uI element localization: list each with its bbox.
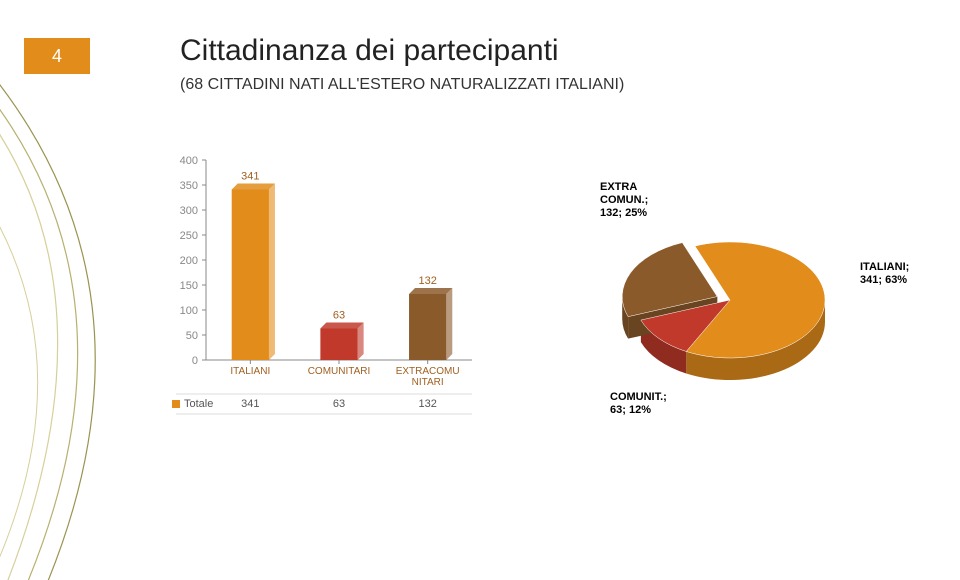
svg-text:132: 132 bbox=[418, 398, 436, 410]
pie-chart: EXTRACOMUN.;132; 25% ITALIANI;341; 63% COM… bbox=[540, 150, 940, 450]
svg-text:132: 132 bbox=[418, 275, 436, 287]
svg-text:63: 63 bbox=[333, 310, 345, 322]
svg-text:341: 341 bbox=[241, 171, 259, 183]
svg-text:ITALIANI;: ITALIANI; bbox=[860, 261, 909, 273]
svg-text:NITARI: NITARI bbox=[412, 377, 444, 388]
svg-text:63: 63 bbox=[333, 398, 345, 410]
svg-text:ITALIANI: ITALIANI bbox=[230, 366, 270, 377]
svg-text:100: 100 bbox=[180, 305, 198, 317]
svg-text:200: 200 bbox=[180, 255, 198, 267]
svg-text:COMUNITARI: COMUNITARI bbox=[308, 366, 371, 377]
slide-subtitle: (68 CITTADINI NATI ALL'ESTERO NATURALIZZ… bbox=[180, 76, 624, 94]
bar-chart: 0 50 100 150 200 250 300 350 400 341 ITALIANI 63 COM… bbox=[160, 150, 480, 450]
svg-text:EXTRACOMU: EXTRACOMU bbox=[396, 366, 460, 377]
slide-title: Cittadinanza dei partecipanti bbox=[180, 34, 559, 68]
page-number-badge: 4 bbox=[24, 38, 90, 74]
svg-text:COMUNIT.;: COMUNIT.; bbox=[610, 391, 667, 403]
svg-text:150: 150 bbox=[180, 280, 198, 292]
svg-text:250: 250 bbox=[180, 230, 198, 242]
svg-text:50: 50 bbox=[186, 330, 198, 342]
svg-text:0: 0 bbox=[192, 355, 198, 367]
svg-text:341; 63%: 341; 63% bbox=[860, 274, 907, 286]
svg-text:Totale: Totale bbox=[184, 398, 213, 410]
svg-text:63; 12%: 63; 12% bbox=[610, 404, 651, 416]
svg-text:300: 300 bbox=[180, 205, 198, 217]
svg-text:400: 400 bbox=[180, 155, 198, 167]
svg-text:EXTRA: EXTRA bbox=[600, 181, 637, 193]
svg-text:COMUN.;: COMUN.; bbox=[600, 194, 648, 206]
svg-text:350: 350 bbox=[180, 180, 198, 192]
page-number: 4 bbox=[52, 46, 62, 67]
svg-text:341: 341 bbox=[241, 398, 259, 410]
svg-text:132; 25%: 132; 25% bbox=[600, 207, 647, 219]
